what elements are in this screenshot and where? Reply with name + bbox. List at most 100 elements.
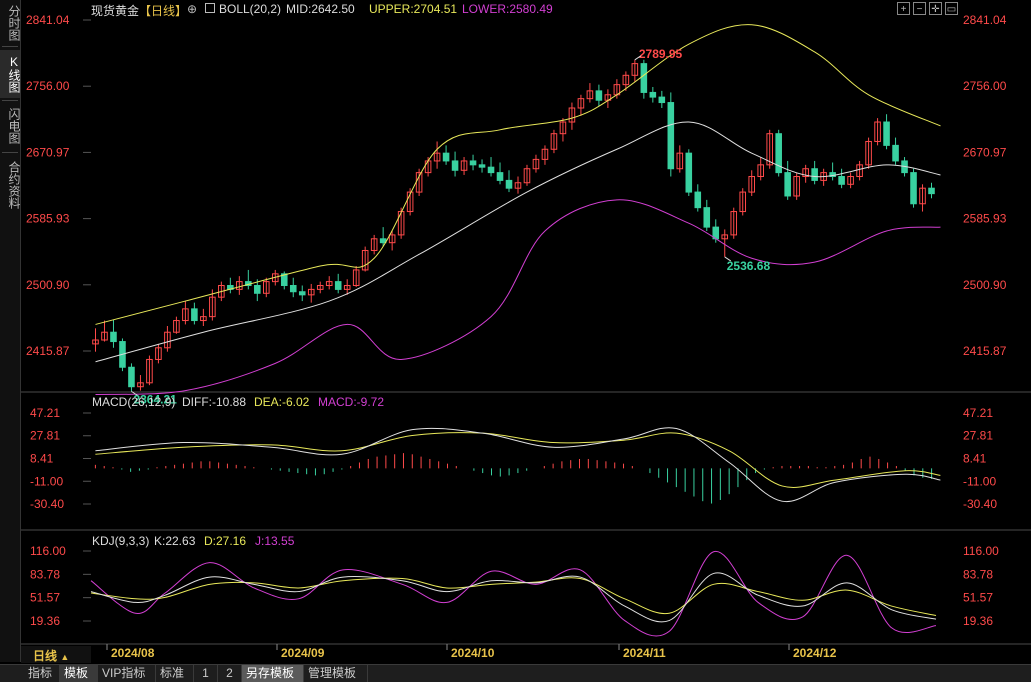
period-selector[interactable]: 日线 ▲ bbox=[21, 646, 91, 663]
candle-body bbox=[254, 285, 261, 294]
candle-body bbox=[280, 273, 288, 287]
candle-body bbox=[622, 74, 630, 86]
high-annotation: 2789.95 bbox=[639, 47, 683, 61]
candle-body bbox=[155, 347, 162, 360]
candle-body bbox=[730, 211, 738, 236]
kdj-label: KDJ(9,3,3) bbox=[92, 534, 150, 548]
target-icon[interactable]: ⊕ bbox=[187, 2, 198, 16]
indicator-box-icon[interactable] bbox=[205, 3, 215, 13]
dea-line bbox=[95, 432, 941, 488]
zoom-out-icon[interactable]: − bbox=[913, 2, 926, 15]
divider bbox=[2, 152, 18, 153]
candle-body bbox=[200, 316, 207, 322]
candle-body bbox=[505, 179, 513, 189]
restore-icon[interactable]: ▭ bbox=[945, 2, 958, 15]
candle-body bbox=[775, 133, 782, 174]
candle-body bbox=[164, 331, 171, 349]
candle-body bbox=[487, 166, 495, 174]
candle-body bbox=[406, 191, 414, 213]
candle-body bbox=[694, 191, 702, 209]
macd-axis-label-left: 47.21 bbox=[30, 406, 60, 420]
candle-body bbox=[586, 90, 594, 100]
macd-axis-label-right: 27.81 bbox=[963, 429, 993, 443]
kdj-k: K:22.63 bbox=[154, 534, 196, 548]
candle-body bbox=[550, 133, 558, 150]
candle-body bbox=[496, 172, 504, 181]
macd-axis-label-left: -11.00 bbox=[30, 474, 63, 488]
candle-body bbox=[856, 164, 863, 178]
kdj-axis-label-right: 51.57 bbox=[963, 591, 993, 605]
tab-time-sharing[interactable]: 分时图 bbox=[7, 5, 21, 41]
tab-tick-chart[interactable]: 闪电图 bbox=[7, 108, 21, 144]
candle-body bbox=[919, 187, 926, 205]
tab-contract-info[interactable]: 合约资料 bbox=[7, 161, 21, 209]
date-axis-label: 2024/12 bbox=[793, 646, 837, 660]
tab-standard[interactable]: 标准 bbox=[156, 665, 194, 682]
low-annotation-1: 2364.21 bbox=[133, 392, 177, 406]
price-axis-label-right: 2756.00 bbox=[963, 79, 1007, 93]
candle-body bbox=[928, 187, 935, 195]
candle-body bbox=[352, 269, 360, 287]
chart-area[interactable]: 2841.04 2841.04 2756.00 2756.00 2670.97 2670.… bbox=[21, 0, 1031, 662]
candle-body bbox=[173, 320, 180, 333]
kdj-d-line bbox=[90, 577, 937, 616]
tab-indicators[interactable]: 指标 bbox=[24, 665, 60, 682]
move-icon[interactable]: ✛ bbox=[929, 2, 942, 15]
boll-upper: UPPER:2704.51 bbox=[369, 2, 458, 16]
period-label[interactable]: 日线 ▲ bbox=[33, 649, 70, 663]
chart-canvas[interactable]: 2841.04 2841.04 2756.00 2756.00 2670.97 2670.… bbox=[21, 0, 1031, 662]
candle-body bbox=[110, 331, 117, 343]
kdj-axis-label-right: 116.00 bbox=[963, 544, 999, 558]
boll-mid: MID:2642.50 bbox=[286, 2, 355, 16]
date-axis-label: 2024/10 bbox=[451, 646, 495, 660]
macd-axis-label-right: 8.41 bbox=[963, 451, 987, 465]
candle-body bbox=[137, 382, 144, 388]
bottom-tab-bar: 指标 模板 VIP指标 标准 1 2 另存模板 管理模板 bbox=[0, 664, 1031, 682]
candle-body bbox=[532, 158, 540, 170]
candle-body bbox=[559, 121, 567, 135]
candle-body bbox=[685, 152, 693, 193]
candle-body bbox=[757, 164, 764, 178]
low-marker-2 bbox=[724, 256, 732, 262]
divider bbox=[2, 100, 18, 101]
save-template-button[interactable]: 另存模板 bbox=[242, 665, 304, 682]
candle-body bbox=[478, 164, 486, 168]
low-marker-1 bbox=[131, 390, 138, 396]
manage-templates-button[interactable]: 管理模板 bbox=[304, 665, 368, 682]
tab-vip-indicators[interactable]: VIP指标 bbox=[98, 665, 156, 682]
candle-body bbox=[379, 238, 387, 244]
candle-body bbox=[865, 140, 872, 166]
tab-template-1[interactable]: 1 bbox=[194, 665, 218, 682]
candle-body bbox=[209, 296, 216, 318]
price-axis-label-right: 2585.93 bbox=[963, 212, 1007, 226]
boll-upper-line bbox=[95, 24, 941, 325]
date-axis-label: 2024/08 bbox=[111, 646, 155, 660]
candle-body bbox=[289, 285, 297, 293]
low-annotation-2: 2536.68 bbox=[727, 259, 771, 273]
candle-body bbox=[739, 191, 747, 213]
candle-body bbox=[766, 133, 773, 166]
candle-body bbox=[325, 281, 333, 287]
candle-body bbox=[334, 281, 342, 290]
macd-diff: DIFF:-10.88 bbox=[182, 395, 247, 409]
candle-body bbox=[874, 121, 881, 142]
divider bbox=[2, 46, 18, 47]
price-axis-label-right: 2841.04 bbox=[963, 13, 1007, 27]
candle-body bbox=[236, 281, 243, 290]
candle-body bbox=[667, 102, 675, 170]
macd-axis-label-right: 47.21 bbox=[963, 406, 993, 420]
candle-body bbox=[388, 234, 396, 244]
candle-body bbox=[793, 176, 800, 197]
kdj-d: D:27.16 bbox=[204, 534, 247, 548]
period-tag: 【日线】 bbox=[139, 4, 188, 18]
candle-body bbox=[658, 96, 666, 104]
tab-templates[interactable]: 模板 bbox=[60, 665, 98, 682]
macd-axis-label-left: 8.41 bbox=[30, 451, 54, 465]
tab-kline[interactable]: K线图 bbox=[0, 50, 21, 98]
candle-body bbox=[101, 331, 108, 341]
zoom-in-icon[interactable]: + bbox=[897, 2, 910, 15]
tab-template-2[interactable]: 2 bbox=[218, 665, 242, 682]
candle-body bbox=[263, 281, 270, 294]
kdj-j: J:13.55 bbox=[255, 534, 295, 548]
